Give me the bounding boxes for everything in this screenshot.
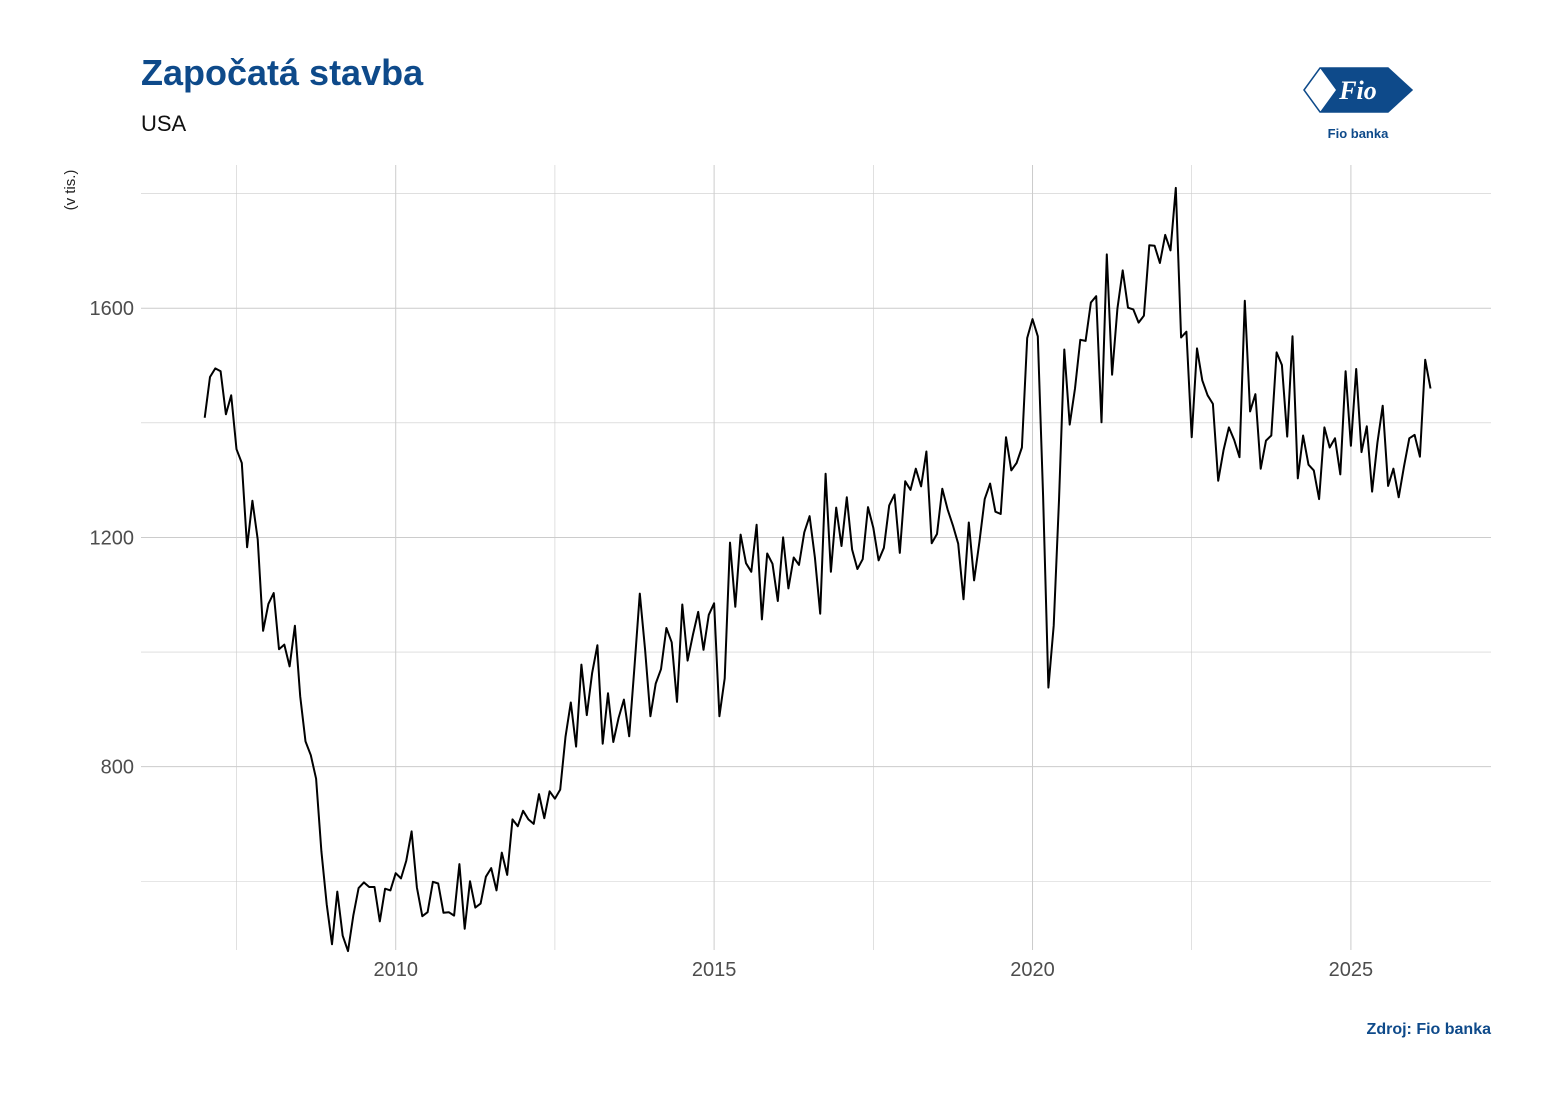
source-note: Zdroj: Fio banka: [1366, 1021, 1491, 1038]
y-tick-label: 1600: [90, 298, 135, 320]
logo-caption: Fio banka: [1328, 126, 1389, 141]
data-series: [203, 186, 1432, 953]
x-tick-label: 2010: [373, 959, 418, 981]
y-tick-label: 800: [101, 757, 134, 779]
x-tick-label: 2020: [1010, 959, 1055, 981]
series-line: [203, 186, 1432, 953]
chart-subtitle: USA: [141, 111, 187, 136]
grid-lines: [141, 165, 1491, 950]
fio-banka-logo: Fio Fio banka: [1303, 67, 1414, 141]
chart-title: Započatá stavba: [141, 52, 424, 93]
y-tick-label: 1200: [90, 527, 135, 549]
axis-tick-labels: 2010 2015 2020 2025 800 1200 1600: [90, 298, 1374, 981]
x-tick-label: 2025: [1329, 959, 1374, 981]
x-tick-label: 2015: [692, 959, 737, 981]
y-axis-title: (v tis.): [62, 170, 79, 211]
axis-titles: (v tis.): [62, 170, 79, 211]
logo-mark-text: Fio: [1338, 76, 1377, 105]
logo-dark-chevron: [1320, 68, 1412, 112]
